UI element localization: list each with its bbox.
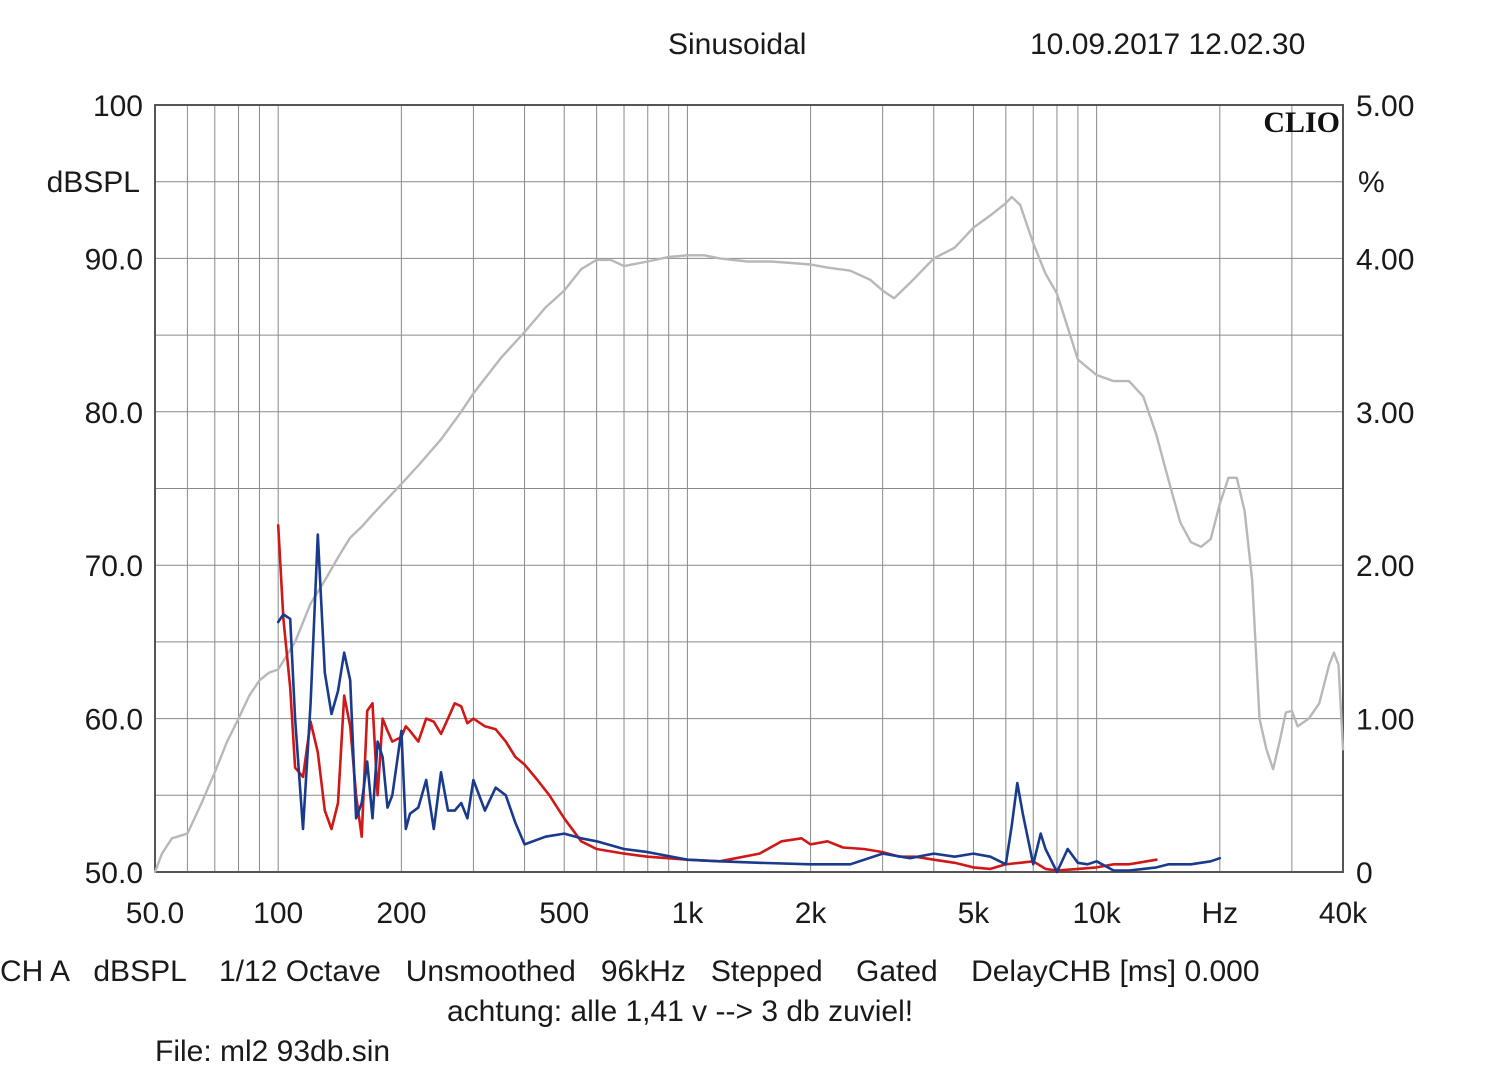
x-tick-label: 50.0	[126, 897, 184, 930]
grid	[155, 105, 1343, 872]
x-tick-label: 40k	[1319, 897, 1368, 930]
y-left-tick-label: 80.0	[85, 397, 143, 430]
y-right-tick-label: 3.00	[1356, 397, 1414, 430]
measurement-mode: Sinusoidal	[668, 28, 807, 61]
y-right-tick-label: 5.00	[1356, 90, 1414, 123]
x-tick-label: 5k	[958, 897, 991, 930]
distortion-blue-line	[276, 533, 1222, 874]
measurement-datetime: 10.09.2017 12.02.30	[1030, 28, 1306, 61]
note-line: achtung: alle 1,41 v --> 3 db zuviel!	[447, 995, 914, 1028]
x-tick-label: Hz	[1201, 897, 1238, 930]
left-axis-label: dBSPL	[47, 166, 140, 199]
y-left-tick-label: 70.0	[85, 550, 143, 583]
clio-logo: CLIO	[1263, 106, 1340, 139]
tick-labels: 50.0 100 200 500 1k 2k 5k 10k Hz 40k 100 90.0 80.0 70…	[85, 90, 1415, 930]
y-right-tick-label: 1.00	[1356, 704, 1414, 737]
x-tick-label: 100	[253, 897, 303, 930]
y-left-tick-label: 90.0	[85, 243, 143, 276]
y-left-tick-label: 100	[93, 90, 143, 123]
right-axis-label: %	[1358, 166, 1385, 199]
x-tick-label: 1k	[672, 897, 705, 930]
y-left-tick-label: 50.0	[85, 857, 143, 890]
plot-frame	[154, 104, 1344, 873]
y-right-tick-label: 0	[1356, 857, 1373, 890]
x-tick-label: 10k	[1072, 897, 1121, 930]
x-tick-label: 2k	[795, 897, 828, 930]
frequency-response-line	[153, 195, 1345, 874]
y-left-tick-label: 60.0	[85, 704, 143, 737]
series-layer	[153, 195, 1345, 874]
settings-line: CH A dBSPL 1/12 Octave Unsmoothed 96kHz …	[0, 955, 1260, 988]
x-tick-label: 200	[376, 897, 426, 930]
y-right-tick-label: 4.00	[1356, 243, 1414, 276]
y-right-tick-label: 2.00	[1356, 550, 1414, 583]
x-tick-label: 500	[539, 897, 589, 930]
frequency-response-chart: 50.0 100 200 500 1k 2k 5k 10k Hz 40k 100 90.0 80.0 70…	[47, 90, 1415, 930]
file-name: File: ml2 93db.sin	[155, 1035, 391, 1068]
